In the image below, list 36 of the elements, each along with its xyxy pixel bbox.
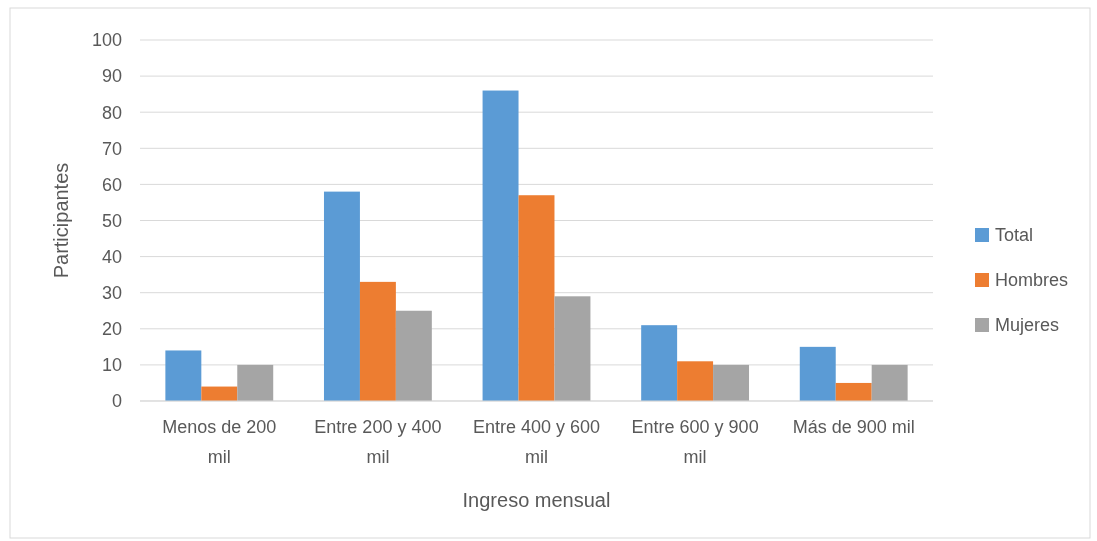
bar: [165, 350, 202, 401]
bar: [641, 325, 678, 401]
x-axis-title: Ingreso mensual: [462, 489, 611, 511]
bar: [554, 296, 591, 401]
x-tick-label: Más de 900 mil: [792, 417, 915, 437]
bar: [835, 382, 872, 401]
x-tick-label: Entre 400 y 600 mil: [472, 417, 601, 467]
y-tick-label: 30: [101, 283, 122, 303]
y-tick-label: 90: [101, 66, 122, 87]
legend-label: Total: [995, 225, 1034, 246]
bar: [713, 364, 750, 401]
y-axis-title: Participantes: [50, 162, 72, 279]
y-tick-label: 20: [101, 319, 122, 340]
bar: [237, 364, 274, 401]
bar: [395, 310, 432, 401]
y-tick-label: 40: [101, 246, 122, 267]
y-tick-label: 100: [91, 30, 122, 51]
bar: [482, 90, 519, 401]
y-tick-label: 80: [101, 102, 122, 123]
y-tick-label: 0: [111, 391, 122, 412]
bar: [799, 346, 836, 401]
y-tick-label: 10: [101, 355, 122, 376]
bar: [201, 386, 238, 401]
bar: [871, 364, 908, 401]
legend-label: Hombres: [995, 270, 1069, 291]
x-tick-label: Entre 200 y 400 mil: [314, 417, 442, 467]
bar: [323, 191, 360, 401]
bar: [359, 281, 396, 401]
x-tick-label: Entre 600 y 900 mil: [631, 417, 759, 467]
bar: [677, 361, 714, 401]
legend-label: Mujeres: [995, 315, 1060, 336]
y-tick-label: 50: [101, 210, 122, 231]
bar: [518, 195, 555, 401]
x-tick-label: Menos de 200 mil: [162, 417, 277, 467]
y-tick-label: 60: [101, 174, 122, 195]
y-tick-label: 70: [101, 138, 122, 159]
